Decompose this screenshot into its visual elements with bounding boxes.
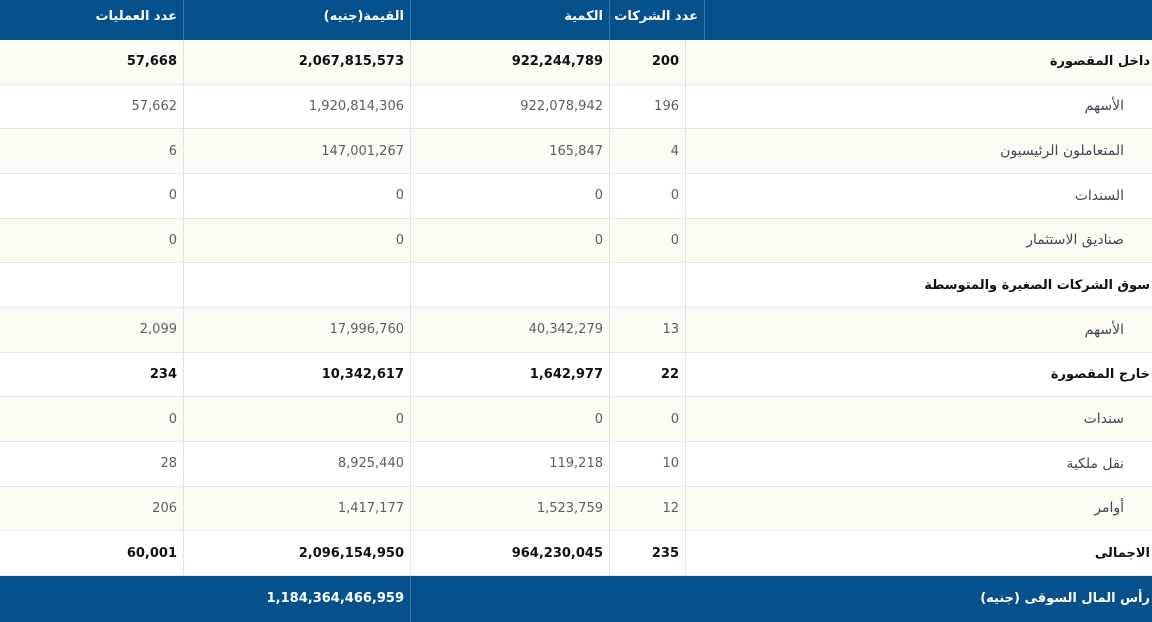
value-cell: 28: [0, 441, 184, 486]
value-cell: 22: [610, 352, 686, 397]
value-cell: 922,244,789: [411, 40, 610, 84]
value-cell: 1,523,759: [411, 486, 610, 531]
value-cell: 196: [610, 84, 686, 129]
data-row: 0 0 0 0 صناديق الاستثمار: [0, 218, 1152, 264]
value-cell: 1,642,977: [411, 352, 610, 397]
value-cell: 57,662: [0, 84, 184, 129]
value-cell: 10: [610, 441, 686, 486]
value-cell: 0: [610, 218, 686, 263]
value-cell: 0: [0, 218, 184, 263]
footer-label: رأس المال السوقى (جنيه): [980, 591, 1150, 607]
row-label: سندات: [1083, 411, 1124, 428]
value-cell: [610, 263, 686, 307]
value-cell: 119,218: [411, 441, 610, 486]
row-label: داخل المقصورة: [1049, 54, 1150, 70]
value-cell: 1,920,814,306: [184, 84, 411, 129]
section-row: سوق الشركات الصغيرة والمتوسطة: [0, 263, 1152, 308]
header-cell: القيمة(جنيه): [184, 0, 411, 40]
value-cell: 12: [610, 486, 686, 531]
value-cell: 922,078,942: [411, 84, 610, 129]
section-row: 60,001 2,096,154,950 964,230,045 235 الاجمال…: [0, 531, 1152, 576]
data-row: 28 8,925,440 119,218 10 نقل ملكية: [0, 441, 1152, 487]
value-cell: 6: [0, 129, 184, 173]
header-cell: عدد الشركات: [610, 0, 705, 40]
row-label: خارج المقصورة: [1050, 366, 1150, 382]
value-cell: 0: [610, 397, 686, 441]
row-label: السندات: [1074, 187, 1124, 204]
value-cell: 0: [610, 173, 686, 218]
row-label: الاجمالى: [1094, 545, 1150, 561]
table-footer: 1,184,364,466,959 رأس المال السوقى (جنيه…: [0, 575, 1152, 622]
row-label: صناديق الاستثمار: [1026, 232, 1124, 249]
row-label: سوق الشركات الصغيرة والمتوسطة: [924, 277, 1150, 293]
value-cell: 13: [610, 307, 686, 352]
value-cell: 964,230,045: [411, 531, 610, 575]
value-cell: 0: [411, 173, 610, 218]
row-label: نقل ملكية: [1066, 455, 1124, 472]
data-row: 2,099 17,996,760 40,342,279 13 الأسهم: [0, 307, 1152, 353]
footer-value: 1,184,364,466,959: [0, 575, 411, 622]
header-cell: عدد العمليات: [0, 0, 184, 40]
value-cell: [0, 263, 184, 307]
value-cell: 0: [411, 218, 610, 263]
value-cell: 4: [610, 129, 686, 173]
row-label: المتعاملون الرئيسيون: [1000, 143, 1124, 160]
value-cell: 234: [0, 352, 184, 397]
value-cell: 0: [184, 397, 411, 441]
value-cell: 0: [0, 397, 184, 441]
value-cell: 40,342,279: [411, 307, 610, 352]
header-cell: الكمية: [411, 0, 610, 40]
value-cell: 8,925,440: [184, 441, 411, 486]
value-cell: 10,342,617: [184, 352, 411, 397]
value-cell: 0: [411, 397, 610, 441]
value-cell: 206: [0, 486, 184, 531]
value-cell: 0: [0, 173, 184, 218]
data-row: 0 0 0 0 سندات: [0, 397, 1152, 442]
value-cell: 60,001: [0, 531, 184, 575]
header-cell: [705, 0, 1152, 40]
table-header: عدد العمليات القيمة(جنيه) الكمية عدد الشركا…: [0, 0, 1152, 40]
value-cell: 2,096,154,950: [184, 531, 411, 575]
data-row: 57,662 1,920,814,306 922,078,942 196 الأسهم: [0, 84, 1152, 130]
value-cell: 2,099: [0, 307, 184, 352]
section-row: 234 10,342,617 1,642,977 22 خارج المقصورة: [0, 352, 1152, 398]
value-cell: 235: [610, 531, 686, 575]
row-label: أوامر: [1094, 500, 1124, 517]
row-label: الأسهم: [1084, 321, 1124, 338]
value-cell: 17,996,760: [184, 307, 411, 352]
table-body: 57,668 2,067,815,573 922,244,789 200 داخل ال…: [0, 40, 1152, 576]
value-cell: 200: [610, 40, 686, 84]
value-cell: [411, 263, 610, 307]
data-row: 0 0 0 0 السندات: [0, 173, 1152, 219]
value-cell: 0: [184, 218, 411, 263]
value-cell: 1,417,177: [184, 486, 411, 531]
value-cell: 57,668: [0, 40, 184, 84]
data-row: 6 147,001,267 165,847 4 المتعاملون الرئيسيون: [0, 129, 1152, 174]
value-cell: 2,067,815,573: [184, 40, 411, 84]
data-row: 206 1,417,177 1,523,759 12 أوامر: [0, 486, 1152, 532]
row-label: الأسهم: [1084, 98, 1124, 115]
value-cell: 165,847: [411, 129, 610, 173]
section-row: 57,668 2,067,815,573 922,244,789 200 داخل ال…: [0, 40, 1152, 85]
value-cell: [184, 263, 411, 307]
value-cell: 147,001,267: [184, 129, 411, 173]
value-cell: 0: [184, 173, 411, 218]
